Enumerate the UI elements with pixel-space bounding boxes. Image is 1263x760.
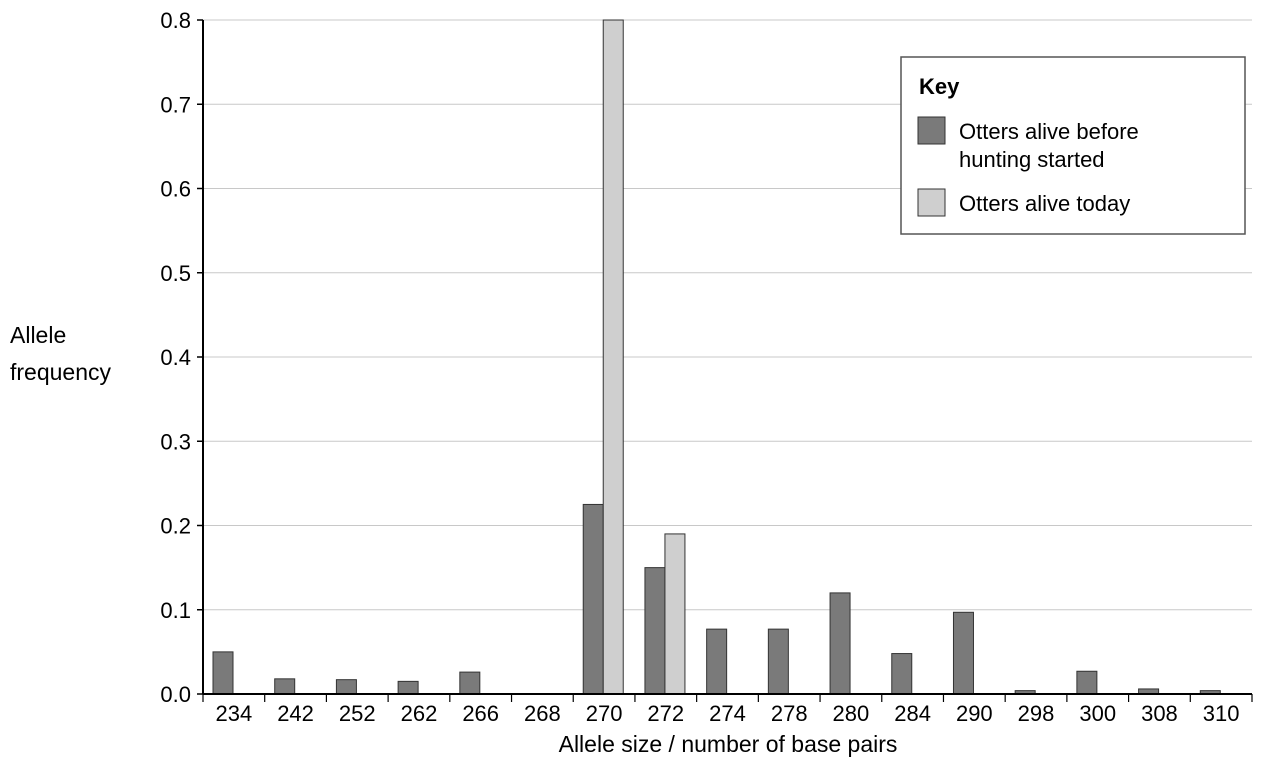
x-tick-label: 242 xyxy=(277,701,314,726)
bar-before-hunting xyxy=(706,628,728,695)
legend: Key Otters alive before hunting started … xyxy=(900,56,1246,235)
y-tick-label: 0.3 xyxy=(160,429,191,454)
y-tick-label: 0.0 xyxy=(160,682,191,707)
x-tick-label: 234 xyxy=(215,701,252,726)
legend-title: Key xyxy=(919,74,960,99)
x-tick-label: 290 xyxy=(956,701,993,726)
bar-before-hunting xyxy=(644,567,666,695)
y-tick-label: 0.8 xyxy=(160,8,191,33)
legend-box xyxy=(900,56,1246,235)
bar-before-hunting xyxy=(397,680,419,695)
bar-before-hunting xyxy=(212,651,234,695)
legend-swatch-before-hunting xyxy=(917,116,946,145)
x-tick-label: 272 xyxy=(647,701,684,726)
y-tick-label: 0.6 xyxy=(160,177,191,202)
bar-before-hunting xyxy=(274,678,296,695)
y-tick-label: 0.4 xyxy=(160,345,191,370)
y-tick-label: 0.2 xyxy=(160,514,191,539)
bar-before-hunting xyxy=(1076,670,1098,695)
bar-before-hunting xyxy=(952,611,974,695)
x-tick-label: 262 xyxy=(401,701,438,726)
y-axis-label-line-1: Allele xyxy=(10,322,66,348)
bar-before-hunting xyxy=(891,653,913,695)
legend-swatch-alive-today xyxy=(917,188,946,217)
x-ticks: 234 242 252 262 266 268 270 272 274 278 280 284 290 2… xyxy=(202,694,1253,726)
x-tick-label: 300 xyxy=(1079,701,1116,726)
x-tick-label: 308 xyxy=(1141,701,1178,726)
x-tick-label: 274 xyxy=(709,701,746,726)
legend-label-before-hunting-line-1: Otters alive before xyxy=(959,119,1139,144)
gridlines xyxy=(203,19,1252,611)
y-tick-label: 0.5 xyxy=(160,261,191,286)
bar-alive-today xyxy=(664,533,686,695)
y-axis-label-line-2: frequency xyxy=(10,359,112,385)
y-tick-label: 0.7 xyxy=(160,92,191,117)
x-tick-label: 270 xyxy=(586,701,623,726)
x-tick-label: 298 xyxy=(1018,701,1055,726)
bar-before-hunting xyxy=(767,628,789,695)
x-tick-label: 310 xyxy=(1203,701,1240,726)
x-tick-label: 268 xyxy=(524,701,561,726)
x-tick-label: 278 xyxy=(771,701,808,726)
legend-label-alive-today: Otters alive today xyxy=(959,191,1130,216)
y-ticks: 0.0 0.1 0.2 0.3 0.4 0.5 0.6 0.7 0.8 xyxy=(160,8,203,707)
bar-before-hunting xyxy=(459,671,481,695)
legend-label-before-hunting-line-2: hunting started xyxy=(959,147,1105,172)
y-tick-label: 0.1 xyxy=(160,598,191,623)
bar-before-hunting xyxy=(335,679,357,695)
bar-alive-today xyxy=(602,19,624,695)
x-tick-label: 252 xyxy=(339,701,376,726)
x-tick-label: 284 xyxy=(894,701,931,726)
x-axis-label: Allele size / number of base pairs xyxy=(559,731,898,757)
bar-before-hunting xyxy=(829,592,851,695)
x-tick-label: 280 xyxy=(833,701,870,726)
bar-before-hunting xyxy=(582,503,604,695)
x-tick-label: 266 xyxy=(462,701,499,726)
